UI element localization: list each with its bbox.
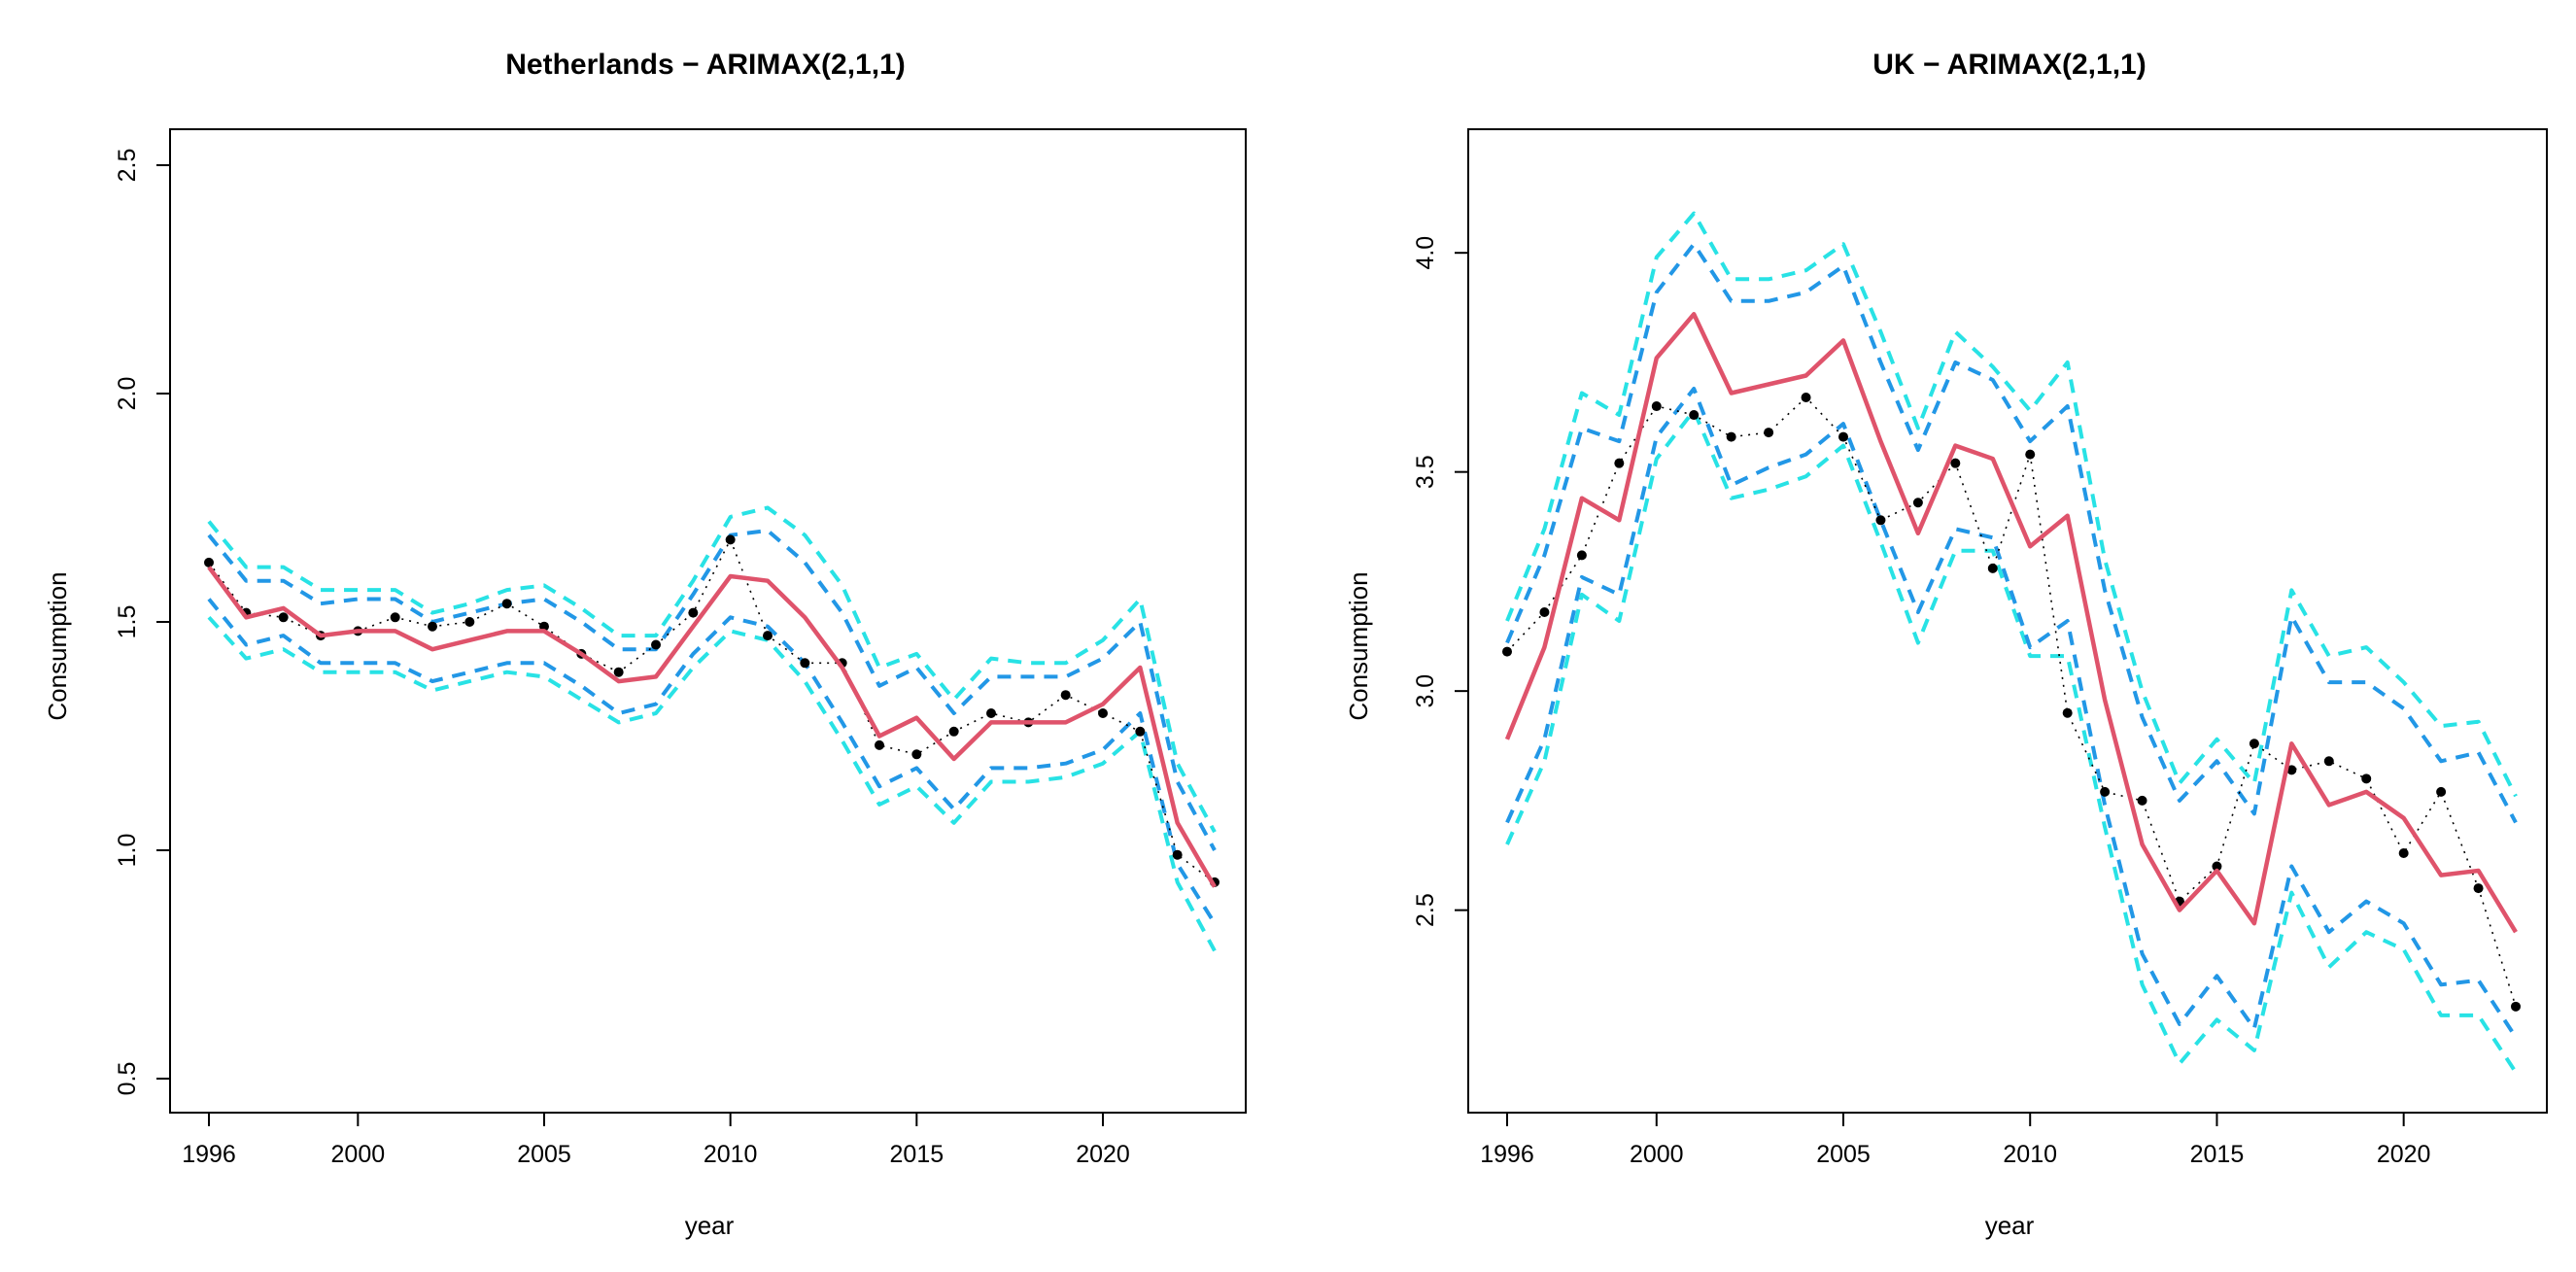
series-line-lower-inner	[207, 598, 1217, 925]
x-tick-label: 2010	[704, 1141, 758, 1168]
actual-data-point	[1950, 458, 1961, 468]
actual-data-point	[1838, 431, 1848, 442]
actual-data-point	[428, 621, 437, 632]
actual-data-point	[1614, 458, 1625, 468]
actual-data-point	[501, 599, 512, 609]
x-tick-label: 2000	[331, 1141, 386, 1168]
actual-data-point	[2286, 765, 2297, 775]
series-line-lower-outer	[1505, 408, 2518, 1074]
actual-data-point	[278, 612, 289, 623]
actual-data-point	[2473, 883, 2484, 894]
actual-data-point	[2511, 1001, 2521, 1012]
x-axis: 1996 2000 2005 2010 2015 2020	[1480, 1112, 2431, 1168]
panel-netherlands: Netherlands − ARIMAX(2,1,1) year Consump…	[43, 49, 1247, 1240]
series-line-fitted	[207, 566, 1217, 888]
actual-data-point	[464, 617, 475, 627]
y-axis-label: Consumption	[1344, 571, 1373, 720]
actual-data-point	[1912, 498, 1923, 508]
actual-data-point	[1689, 410, 1700, 421]
actual-data-point	[911, 749, 922, 760]
actual-data-point	[1576, 550, 1587, 561]
actual-data-point	[651, 639, 661, 650]
chart-title: UK − ARIMAX(2,1,1)	[1872, 49, 2146, 81]
actual-data-point	[204, 557, 214, 567]
x-tick-label: 2000	[1630, 1141, 1684, 1168]
actual-data-point	[948, 726, 959, 737]
actual-data-point	[1726, 431, 1736, 442]
series-line-fitted	[1504, 312, 2518, 934]
x-axis-label: year	[685, 1211, 735, 1240]
actual-data-point	[800, 658, 810, 669]
x-tick-label: 1996	[182, 1141, 236, 1168]
series-line-upper-outer	[207, 505, 1217, 834]
y-tick-label: 1.5	[114, 605, 141, 639]
series-line-upper-inner	[207, 529, 1217, 851]
actual-data-point	[2361, 774, 2372, 784]
series-line-upper-outer	[1505, 211, 2518, 798]
actual-data-point	[1987, 563, 1998, 573]
actual-data-point	[2249, 739, 2259, 749]
series-line-lower-inner	[1505, 387, 2518, 1039]
actual-data-point	[1172, 849, 1183, 860]
y-axis-label: Consumption	[43, 571, 72, 720]
actual-data-point	[2436, 786, 2447, 797]
y-axis: 0.5 1.0 1.5 2.0 2.5	[114, 149, 171, 1096]
actual-data-point	[2062, 707, 2073, 718]
x-tick-label: 2010	[2003, 1141, 2057, 1168]
actual-data-point	[1539, 606, 1550, 617]
chart-title: Netherlands − ARIMAX(2,1,1)	[505, 49, 906, 81]
x-tick-label: 1996	[1480, 1141, 1534, 1168]
x-tick-label: 2015	[890, 1141, 945, 1168]
actual-data-point	[390, 612, 400, 623]
actual-data-point	[2398, 848, 2409, 859]
y-axis: 2.5 3.0 3.5 4.0	[1412, 236, 1469, 927]
series-line-lower-outer	[207, 615, 1217, 952]
actual-data-point	[1764, 428, 1774, 438]
actual-data-point	[2323, 756, 2334, 767]
y-tick-label: 0.5	[114, 1062, 141, 1096]
series-line-actual	[1506, 396, 2517, 1008]
actual-data-point	[1098, 708, 1108, 718]
actual-data-point	[1135, 726, 1146, 737]
x-tick-label: 2005	[1816, 1141, 1871, 1168]
x-axis: 1996 2000 2005 2010 2015 2020	[182, 1112, 1130, 1168]
y-tick-label: 3.0	[1412, 674, 1439, 708]
actual-data-point	[2212, 861, 2222, 872]
actual-data-point	[725, 534, 736, 545]
y-tick-label: 3.5	[1412, 455, 1439, 489]
actual-data-point	[1060, 690, 1071, 701]
actual-data-point	[1875, 515, 1886, 526]
actual-data-point	[986, 708, 996, 718]
panel-uk: UK − ARIMAX(2,1,1) year Consumption 1996…	[1344, 49, 2548, 1240]
actual-data-point	[2025, 449, 2036, 460]
actual-data-point	[763, 631, 773, 641]
actual-data-point	[1801, 393, 1811, 403]
actual-data-point	[2100, 786, 2111, 797]
actual-data-point	[1502, 646, 1512, 657]
actual-data-point	[688, 607, 699, 618]
x-axis-label: year	[1985, 1211, 2035, 1240]
y-tick-label: 2.5	[114, 149, 141, 183]
y-tick-label: 1.0	[114, 834, 141, 868]
y-tick-label: 2.5	[1412, 893, 1439, 927]
y-tick-label: 4.0	[1412, 236, 1439, 270]
x-tick-label: 2020	[1076, 1141, 1130, 1168]
x-tick-label: 2020	[2377, 1141, 2431, 1168]
actual-data-point	[875, 739, 884, 750]
actual-data-point	[2137, 795, 2147, 806]
series-line-upper-inner	[1505, 242, 2518, 824]
x-tick-label: 2015	[2190, 1141, 2245, 1168]
actual-data-point	[1651, 401, 1662, 412]
x-tick-label: 2005	[517, 1141, 571, 1168]
y-tick-label: 2.0	[114, 377, 141, 411]
actual-data-point	[613, 667, 624, 677]
